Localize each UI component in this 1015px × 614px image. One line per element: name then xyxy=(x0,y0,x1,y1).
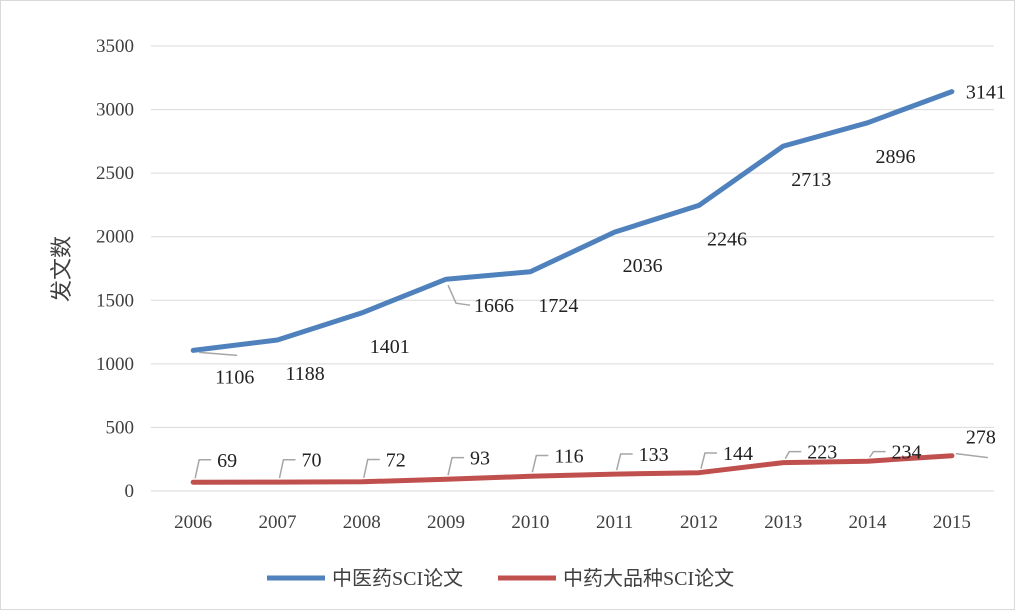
series-line-tcm xyxy=(190,89,955,353)
leader-line-major-herbal-2006 xyxy=(194,459,212,479)
leader-line-tcm-2006 xyxy=(199,351,238,357)
leader-line-tcm-2009 xyxy=(447,284,471,306)
data-label-major-herbal-2012: 144 xyxy=(723,443,753,465)
data-label-major-herbal-2009: 93 xyxy=(470,448,490,470)
data-label-major-herbal-2006: 69 xyxy=(217,450,237,472)
x-tick-label-2010: 2010 xyxy=(511,512,549,533)
x-tick-label-2008: 2008 xyxy=(343,512,381,533)
x-tick-label-2013: 2013 xyxy=(764,512,802,533)
x-tick-label-2006: 2006 xyxy=(174,512,212,533)
data-label-tcm-2010: 1724 xyxy=(538,295,578,317)
y-tick-label-3000: 3000 xyxy=(96,100,134,121)
data-label-major-herbal-2007: 70 xyxy=(301,450,321,472)
leader-line-major-herbal-2015 xyxy=(955,452,988,459)
x-tick-label-2014: 2014 xyxy=(849,512,888,533)
leader-line-major-herbal-2012 xyxy=(700,452,717,469)
data-labels: 1106 1188 1401 1666 1724 2036 2246 2713 2896 3141… xyxy=(194,82,1006,479)
y-tick-label-1500: 1500 xyxy=(96,290,134,311)
data-label-tcm-2011: 2036 xyxy=(623,255,663,277)
x-tick-label-2012: 2012 xyxy=(680,512,718,533)
data-label-tcm-2007: 1188 xyxy=(285,363,324,385)
y-tick-label-2000: 2000 xyxy=(96,227,134,248)
legend-label-major-herbal: 中药大品种SCI论文 xyxy=(563,567,734,590)
x-tick-label-2007: 2007 xyxy=(258,512,296,533)
leader-line-major-herbal-2013 xyxy=(784,450,802,460)
y-axis-ticks: 0 500 1000 1500 2000 2500 3000 3500 xyxy=(96,36,134,502)
data-label-tcm-2012: 2246 xyxy=(707,228,747,250)
y-tick-label-1000: 1000 xyxy=(96,354,134,375)
data-label-major-herbal-2008: 72 xyxy=(386,450,406,472)
x-axis-ticks: 2006 2007 2008 2009 2010 2011 2012 2013 2014 2015 xyxy=(174,512,971,533)
leader-line-major-herbal-2009 xyxy=(447,456,465,476)
data-label-tcm-2009: 1666 xyxy=(474,295,514,317)
leader-line-major-herbal-2011 xyxy=(615,453,633,471)
legend: 中医药SCI论文 中药大品种SCI论文 xyxy=(267,567,734,590)
leader-line-major-herbal-2010 xyxy=(531,454,549,473)
legend-label-tcm: 中医药SCI论文 xyxy=(332,567,463,590)
data-label-major-herbal-2014: 234 xyxy=(892,442,922,464)
y-tick-label-2500: 2500 xyxy=(96,163,134,184)
leader-line-major-herbal-2007 xyxy=(278,458,296,479)
data-label-major-herbal-2015: 278 xyxy=(966,427,996,449)
x-tick-label-2015: 2015 xyxy=(933,512,971,533)
data-label-major-herbal-2011: 133 xyxy=(639,444,669,466)
x-tick-label-2011: 2011 xyxy=(596,512,633,533)
series-line-major-herbal xyxy=(190,453,955,485)
x-tick-label-2009: 2009 xyxy=(427,512,465,533)
data-label-tcm-2013: 2713 xyxy=(791,169,831,191)
series-lines xyxy=(190,89,955,485)
leader-line-major-herbal-2008 xyxy=(363,458,380,479)
data-label-major-herbal-2010: 116 xyxy=(554,446,583,468)
data-label-major-herbal-2013: 223 xyxy=(807,442,837,464)
data-label-tcm-2014: 2896 xyxy=(876,146,916,168)
data-label-tcm-2015: 3141 xyxy=(966,82,1006,104)
y-tick-label-0: 0 xyxy=(125,481,135,502)
gridlines xyxy=(151,45,994,492)
y-tick-label-3500: 3500 xyxy=(96,36,134,57)
data-label-tcm-2008: 1401 xyxy=(370,336,410,358)
leader-line-major-herbal-2014 xyxy=(868,450,886,458)
data-label-tcm-2006: 1106 xyxy=(215,366,254,388)
y-axis-label: 发文数 xyxy=(49,236,74,302)
y-tick-label-500: 500 xyxy=(106,417,135,438)
